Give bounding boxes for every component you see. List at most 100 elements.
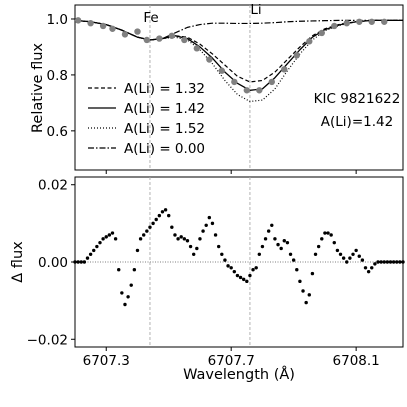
observed-point xyxy=(143,36,151,44)
residual-point xyxy=(98,240,102,245)
residual-point xyxy=(366,269,371,274)
observed-point xyxy=(343,19,350,27)
annotation-star: KIC 9821622 xyxy=(314,91,401,107)
residual-point xyxy=(226,264,230,268)
residual-point xyxy=(101,237,105,241)
observed-point xyxy=(243,87,251,94)
residual-point xyxy=(241,277,246,282)
residual-point xyxy=(151,221,155,226)
annotation-abundance: A(Li)=1.42 xyxy=(321,114,393,130)
residual-point xyxy=(338,252,343,256)
residual-point xyxy=(376,260,380,264)
residual-point xyxy=(282,239,286,243)
residual-point xyxy=(163,208,168,212)
residual-point xyxy=(373,262,377,266)
residual-point xyxy=(117,268,121,272)
residual-point xyxy=(82,260,87,264)
residual-point xyxy=(285,240,290,245)
residual-point xyxy=(160,210,165,214)
observed-point xyxy=(256,87,263,94)
residual-point xyxy=(207,215,212,220)
residual-point xyxy=(232,269,237,274)
residual-point xyxy=(245,279,249,284)
residual-point xyxy=(167,213,171,218)
residual-point xyxy=(323,231,327,235)
residual-point xyxy=(360,258,365,262)
residual-point xyxy=(201,229,205,233)
residual-point xyxy=(179,235,183,239)
residual-point xyxy=(107,233,112,237)
bottom-panel: −0.020.000.02 6707.3 6707.7 6708.1 Δ flux … xyxy=(10,176,405,383)
observed-point xyxy=(231,78,238,86)
top-plot-frame xyxy=(74,4,404,171)
residual-point xyxy=(204,223,208,227)
residual-point xyxy=(95,244,99,249)
residual-point xyxy=(263,237,268,241)
residual-point xyxy=(220,252,224,256)
bottom-ytick-label: −0.02 xyxy=(27,332,68,348)
bottom-xtick-label: 6707.7 xyxy=(208,353,255,369)
observed-point xyxy=(121,31,129,38)
residual-point xyxy=(279,246,283,251)
residual-point xyxy=(195,246,199,251)
residual-point xyxy=(173,233,177,237)
residual-point xyxy=(304,300,308,305)
observed-point xyxy=(368,18,375,25)
top-points xyxy=(74,17,388,94)
residual-point xyxy=(76,260,80,264)
bottom-plot-frame xyxy=(74,176,404,348)
residual-point xyxy=(326,231,330,235)
residual-point xyxy=(192,252,196,256)
residual-point xyxy=(291,258,296,262)
observed-point xyxy=(356,18,363,25)
residual-point xyxy=(260,244,265,249)
top-y-axis-label: Relative flux xyxy=(30,43,46,133)
residual-point xyxy=(398,260,402,264)
residual-point xyxy=(182,237,187,241)
residual-point xyxy=(332,240,336,245)
top-vlines xyxy=(149,5,251,170)
residual-point xyxy=(154,217,158,222)
observed-point xyxy=(381,18,388,25)
bottom-xtick-label: 6708.1 xyxy=(333,353,380,369)
residual-point xyxy=(113,237,118,241)
residual-point xyxy=(348,256,352,260)
legend-label-3: A(Li) = 1.52 xyxy=(124,121,205,137)
residual-point xyxy=(210,221,215,226)
residual-point xyxy=(320,237,324,241)
bottom-xtick-label: 6707.3 xyxy=(83,353,130,369)
observed-point xyxy=(293,52,300,59)
residual-point xyxy=(345,260,349,264)
observed-point xyxy=(74,17,82,24)
residual-point xyxy=(385,260,390,264)
residual-point xyxy=(395,260,399,264)
residual-point xyxy=(138,237,143,241)
observed-point xyxy=(218,67,226,74)
residual-point xyxy=(126,295,130,299)
residual-point xyxy=(213,233,218,237)
top-panel: 0.6 0.8 1.0 Fe Li KIC 9821622 A(Li)=1.42 A… xyxy=(30,2,404,174)
residual-point xyxy=(198,237,202,241)
residual-point xyxy=(276,242,280,247)
residual-point xyxy=(145,229,149,233)
legend-label-1: A(Li) = 1.32 xyxy=(124,81,205,97)
residual-point xyxy=(307,293,311,297)
residual-point xyxy=(401,260,405,264)
residual-point xyxy=(88,252,93,256)
residual-point xyxy=(273,237,277,241)
observed-point xyxy=(193,45,201,52)
residual-point xyxy=(388,260,393,264)
observed-point xyxy=(109,25,116,32)
top-ytick-label: 0.6 xyxy=(47,124,68,140)
residual-point xyxy=(142,233,146,237)
residual-point xyxy=(370,266,374,270)
top-lines xyxy=(74,19,403,103)
residual-point xyxy=(216,244,221,249)
top-ytick-label: 1.0 xyxy=(47,12,68,28)
residual-point xyxy=(132,268,137,272)
observed-point xyxy=(168,32,176,39)
residual-point xyxy=(85,256,90,260)
residual-point xyxy=(288,252,293,256)
x-axis-label: Wavelength (Å) xyxy=(183,366,295,383)
annotation-fe: Fe xyxy=(143,10,158,26)
